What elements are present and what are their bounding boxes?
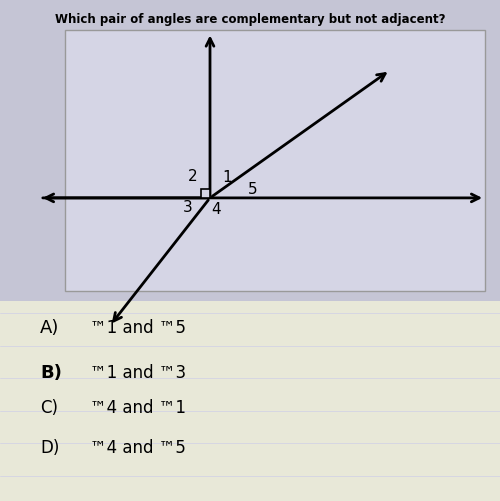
Text: 4: 4: [211, 202, 221, 217]
Text: B): B): [40, 364, 62, 382]
Text: ™4 and ™1: ™4 and ™1: [90, 399, 186, 417]
Text: 1: 1: [222, 170, 232, 185]
Text: Which pair of angles are complementary but not adjacent?: Which pair of angles are complementary b…: [55, 13, 446, 26]
Bar: [201, 189, 210, 198]
Text: C): C): [40, 399, 58, 417]
Text: 5: 5: [248, 182, 258, 197]
Text: 3: 3: [182, 200, 192, 215]
Bar: [0, 0, 500, 301]
Text: ™1 and ™5: ™1 and ™5: [90, 319, 186, 337]
Text: D): D): [40, 439, 60, 457]
Text: A): A): [40, 319, 60, 337]
Text: ™4 and ™5: ™4 and ™5: [90, 439, 186, 457]
Text: 2: 2: [188, 169, 198, 184]
Bar: [65, 30, 485, 291]
Bar: [0, 301, 500, 501]
Text: ™1 and ™3: ™1 and ™3: [90, 364, 186, 382]
